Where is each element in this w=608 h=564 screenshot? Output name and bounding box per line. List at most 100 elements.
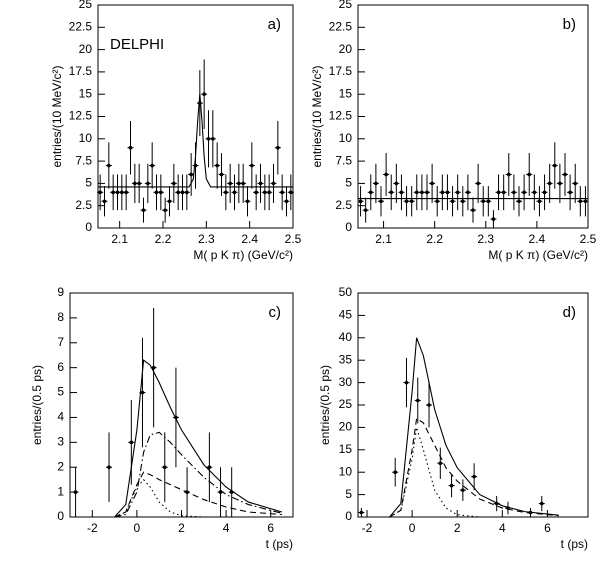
data-point	[102, 199, 107, 204]
data-point	[481, 199, 486, 204]
data-point	[563, 172, 567, 177]
data-point	[384, 172, 388, 177]
y-tick-label: 8	[57, 310, 64, 324]
y-tick-label: 5	[345, 176, 352, 190]
data-point	[193, 163, 198, 168]
y-tick-label: 2.5	[75, 198, 92, 212]
data-point	[146, 181, 150, 186]
data-point	[578, 199, 583, 204]
y-tick-label: 7.5	[335, 153, 352, 167]
data-point	[73, 490, 78, 494]
x-axis-label: M( p K π) (GeV/c²)	[193, 248, 293, 262]
data-point	[547, 181, 552, 186]
x-axis-label: t (ps)	[561, 537, 588, 551]
data-point	[185, 190, 189, 195]
y-axis-label: entries/(10 MeV/c²)	[310, 65, 324, 167]
x-axis-label: M( p K π) (GeV/c²)	[488, 248, 588, 262]
x-tick-label: 2.1	[375, 232, 392, 246]
y-tick-label: 2	[57, 459, 64, 473]
annotation: DELPHI	[110, 36, 164, 53]
data-point	[176, 190, 180, 195]
panel: -2 0 2 4 6 0 5 10 15 20 25 30 35 40 45 50 t (ps) entries/…	[318, 285, 589, 551]
data-point	[573, 181, 578, 186]
data-point	[180, 190, 185, 195]
y-tick-label: 20	[339, 42, 353, 56]
data-point	[289, 190, 293, 195]
y-tick-label: 5	[345, 487, 352, 501]
data-point	[228, 181, 232, 186]
data-point	[501, 190, 506, 195]
data-point	[363, 208, 368, 212]
y-tick-label: 35	[339, 352, 353, 366]
y-tick-label: 12.5	[69, 109, 93, 123]
data-point	[460, 199, 465, 204]
y-tick-label: 7.5	[75, 153, 92, 167]
data-point	[522, 190, 526, 195]
y-tick-label: 17.5	[329, 64, 353, 78]
y-tick-label: 17.5	[69, 64, 93, 78]
data-point	[120, 190, 124, 195]
data-point	[552, 163, 557, 168]
data-point	[267, 190, 271, 195]
y-tick-label: 10	[79, 131, 93, 145]
y-tick-label: 30	[339, 375, 353, 389]
data-point	[359, 510, 364, 515]
y-tick-label: 0	[345, 509, 352, 523]
data-point	[151, 365, 156, 370]
data-point	[128, 145, 133, 150]
data-point	[276, 145, 280, 150]
x-tick-label: 6	[267, 521, 274, 535]
data-point	[141, 208, 146, 212]
data-point	[137, 181, 141, 186]
y-tick-label: 9	[57, 285, 64, 299]
data-point	[98, 190, 102, 195]
data-point	[394, 181, 399, 186]
panel: -2 0 2 4 6 0 1 2 3 4 5 6 7 8 9 t (ps) entries/(0.5 ps) c)	[30, 285, 294, 551]
data-point	[254, 190, 258, 195]
data-point	[542, 190, 547, 195]
data-point	[438, 461, 443, 466]
y-tick-label: 45	[339, 308, 353, 322]
data-point	[172, 181, 176, 186]
panel-label: d)	[563, 304, 576, 321]
panel: 2.1 2.2 2.3 2.4 2.5 0 2.5 5 7.5 10 12.5 15 17.5 20 22.…	[50, 0, 301, 262]
data-point	[218, 490, 223, 494]
data-point	[211, 137, 215, 141]
data-point	[198, 101, 202, 105]
data-point	[404, 380, 409, 385]
data-point	[491, 217, 496, 221]
data-point	[466, 190, 470, 195]
data-point	[140, 390, 145, 395]
data-point	[537, 199, 542, 204]
x-tick-label: 2.2	[426, 232, 443, 246]
y-tick-label: 15	[79, 86, 93, 100]
data-point	[450, 199, 455, 204]
x-tick-label: 2	[178, 521, 185, 535]
data-point	[558, 181, 562, 186]
y-tick-label: 15	[339, 442, 353, 456]
data-point	[245, 199, 250, 204]
data-point	[455, 190, 460, 195]
data-point	[163, 208, 167, 212]
y-tick-label: 6	[57, 360, 64, 374]
data-point	[280, 190, 284, 195]
data-point	[207, 465, 212, 470]
y-tick-label: 5	[57, 385, 64, 399]
plot-frame	[69, 292, 294, 518]
x-axis-label: t (ps)	[266, 537, 293, 551]
y-tick-label: 4	[57, 410, 64, 424]
data-point	[399, 190, 404, 195]
data-point	[449, 483, 454, 488]
data-point	[154, 190, 159, 195]
data-point	[461, 488, 465, 492]
y-tick-label: 20	[79, 42, 93, 56]
y-tick-label: 50	[339, 285, 353, 299]
x-tick-label: -2	[87, 521, 98, 535]
fit-curve	[389, 337, 559, 518]
y-tick-label: 10	[339, 464, 353, 478]
data-point	[414, 190, 419, 195]
data-point	[435, 199, 440, 204]
data-point	[258, 181, 263, 186]
data-point	[224, 190, 228, 195]
